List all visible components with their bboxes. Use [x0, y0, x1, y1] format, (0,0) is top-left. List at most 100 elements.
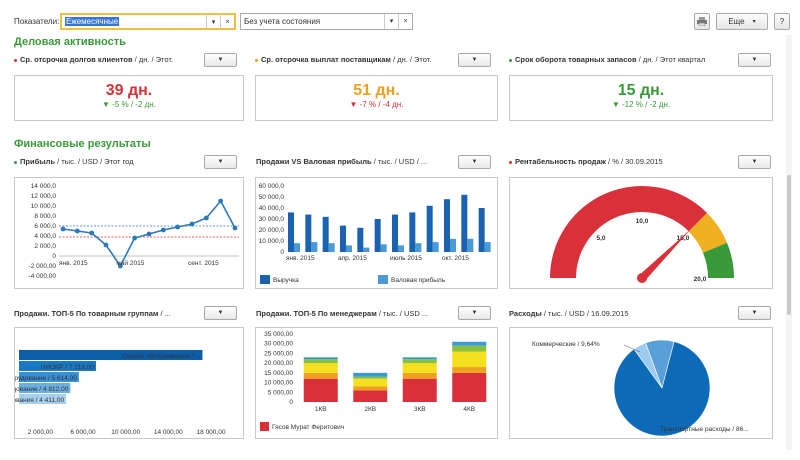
x-tick-label: июль 2015 — [390, 255, 422, 262]
bar — [432, 242, 439, 252]
bar — [415, 243, 422, 252]
y-tick-label: 30 000,00 — [264, 341, 293, 348]
bar — [398, 245, 404, 252]
bar-label: НИОКР / 7 218,00 — [41, 364, 95, 371]
state-dropdown-icon[interactable]: ▾ — [384, 14, 398, 29]
x-tick-label: янв. 2015 — [286, 255, 315, 262]
bar — [311, 242, 318, 252]
y-tick-label: 14 000,0 — [31, 183, 57, 190]
y-tick-label: 6 000,0 — [34, 223, 56, 230]
data-point — [103, 242, 109, 248]
status-dot — [14, 160, 17, 164]
bar — [322, 216, 329, 252]
period-clear-icon[interactable]: × — [220, 15, 234, 28]
x-tick-label: 6 000,00 — [70, 429, 96, 436]
stacked-segment — [303, 378, 338, 402]
kpi-value: 15 дн. — [617, 82, 665, 99]
x-tick-label: 10 000,00 — [111, 429, 140, 436]
profitability-menu-button[interactable]: ▼ — [738, 155, 771, 169]
bar — [19, 383, 71, 393]
bar — [426, 205, 433, 252]
y-tick-label: 30 000,0 — [259, 216, 285, 223]
y-tick-label: 0 — [280, 249, 284, 256]
profit-menu-button[interactable]: ▼ — [204, 155, 237, 169]
gauge-hub — [637, 273, 647, 283]
x-tick-label: 14 000,00 — [154, 429, 183, 436]
stacked-segment — [353, 390, 388, 402]
y-tick-label: 10 000,0 — [259, 238, 285, 245]
top5-managers-bar-chart: 35 000,00 30 000,00 25 000,00 20 000,00 15 0… — [260, 331, 487, 431]
y-tick-label: 25 000,00 — [264, 350, 293, 357]
kpi-menu-button[interactable]: ▼ — [204, 53, 237, 67]
period-value[interactable]: Ежемесячные — [65, 17, 120, 26]
y-tick-label: 0 — [289, 399, 293, 406]
x-tick-label: 3КВ — [414, 406, 426, 413]
top5-managers-title: Продажи. ТОП-5 По менеджерам / тыс. / US… — [256, 309, 429, 318]
kpi-value: 39 дн. — [105, 82, 153, 99]
y-tick-label: 20 000,0 — [259, 227, 285, 234]
expenses-menu-button[interactable]: ▼ — [738, 306, 771, 320]
kpi-menu-button[interactable]: ▼ — [458, 53, 491, 67]
status-dot — [255, 58, 258, 62]
data-point — [146, 231, 152, 237]
scrollbar-thumb[interactable] — [787, 175, 791, 315]
bar — [19, 372, 79, 382]
kpi-menu-button[interactable]: ▼ — [738, 53, 771, 67]
kpi-panel: 15 дн. ▼ -12 % / -2 дн. — [509, 75, 773, 121]
bar — [450, 238, 456, 252]
gauge-needle — [639, 228, 692, 281]
legend-swatch — [260, 275, 270, 284]
bar — [380, 244, 387, 252]
expenses-title: Расходы / тыс. / USD / 16.09.2015 — [509, 309, 629, 318]
sales-vs-gross-menu-button[interactable]: ▼ — [458, 155, 491, 169]
print-button[interactable] — [694, 13, 710, 30]
y-tick-label: 0 — [52, 253, 56, 260]
data-point — [160, 227, 166, 233]
y-tick-label: 12 000,0 — [31, 193, 57, 200]
help-button[interactable]: ? — [774, 13, 790, 30]
data-point — [232, 225, 238, 231]
stacked-segment — [402, 357, 437, 360]
top5-groups-menu-button[interactable]: ▼ — [204, 306, 237, 320]
kpi-delta: ▼ -7 % / -4 дн. — [349, 100, 404, 109]
stacked-segment — [303, 359, 338, 364]
sales-vs-gross-panel: 60 000,0 50 000,0 40 000,0 30 000,0 20 000,0… — [255, 177, 498, 289]
data-point — [60, 226, 66, 232]
state-value[interactable]: Без учета состояния — [244, 17, 321, 26]
more-chevron-icon: ▾ — [752, 19, 756, 25]
y-tick-label: 50 000,0 — [259, 194, 285, 201]
bar — [444, 199, 450, 252]
state-clear-icon[interactable]: × — [398, 14, 412, 29]
profit-title: Прибыль / тыс. / USD / Этот год — [14, 157, 199, 166]
bar — [305, 214, 312, 252]
top5-managers-menu-button[interactable]: ▼ — [458, 306, 491, 320]
period-select[interactable]: Ежемесячные ▾ × — [60, 13, 236, 30]
pie-slice — [633, 342, 663, 389]
bar — [19, 361, 96, 371]
stacked-segment — [353, 372, 388, 377]
legend-label: Гясов Мурат Феритович — [272, 424, 344, 431]
bar — [409, 212, 416, 252]
page-scrollbar[interactable] — [786, 35, 792, 450]
stacked-segment — [452, 345, 487, 352]
state-select[interactable]: Без учета состояния ▾ × — [240, 13, 413, 30]
period-dropdown-icon[interactable]: ▾ — [206, 15, 220, 28]
bar — [328, 243, 335, 252]
y-tick-label: 4 000,0 — [34, 233, 56, 240]
y-tick-label: 10 000,00 — [264, 380, 293, 387]
bar-label: Оборудование / 4 812,00 — [15, 385, 69, 393]
data-point — [89, 230, 95, 236]
bar-label: Сервис обслуживания / ... — [122, 352, 200, 360]
stacked-segment — [353, 378, 388, 387]
stacked-segment — [402, 378, 437, 402]
stacked-segment — [353, 376, 388, 379]
more-button[interactable]: Еще ▾ — [716, 13, 768, 30]
bar-label: Спецоборудование / 5 614,00 — [15, 374, 77, 382]
sales-vs-gross-bar-chart: 60 000,0 50 000,0 40 000,0 30 000,0 20 000,0… — [259, 183, 491, 284]
y-tick-label: -2 000,00 — [29, 263, 57, 270]
x-tick-label: 1КВ — [315, 406, 327, 413]
stacked-segment — [303, 363, 338, 373]
top5-groups-title: Продажи. ТОП-5 По товарным группам / ... — [14, 309, 171, 318]
kpi-title: Ср. отсрочка долгов клиентов / дн. / Это… — [14, 55, 198, 64]
section-financial-results: Финансовые результаты — [14, 138, 151, 150]
